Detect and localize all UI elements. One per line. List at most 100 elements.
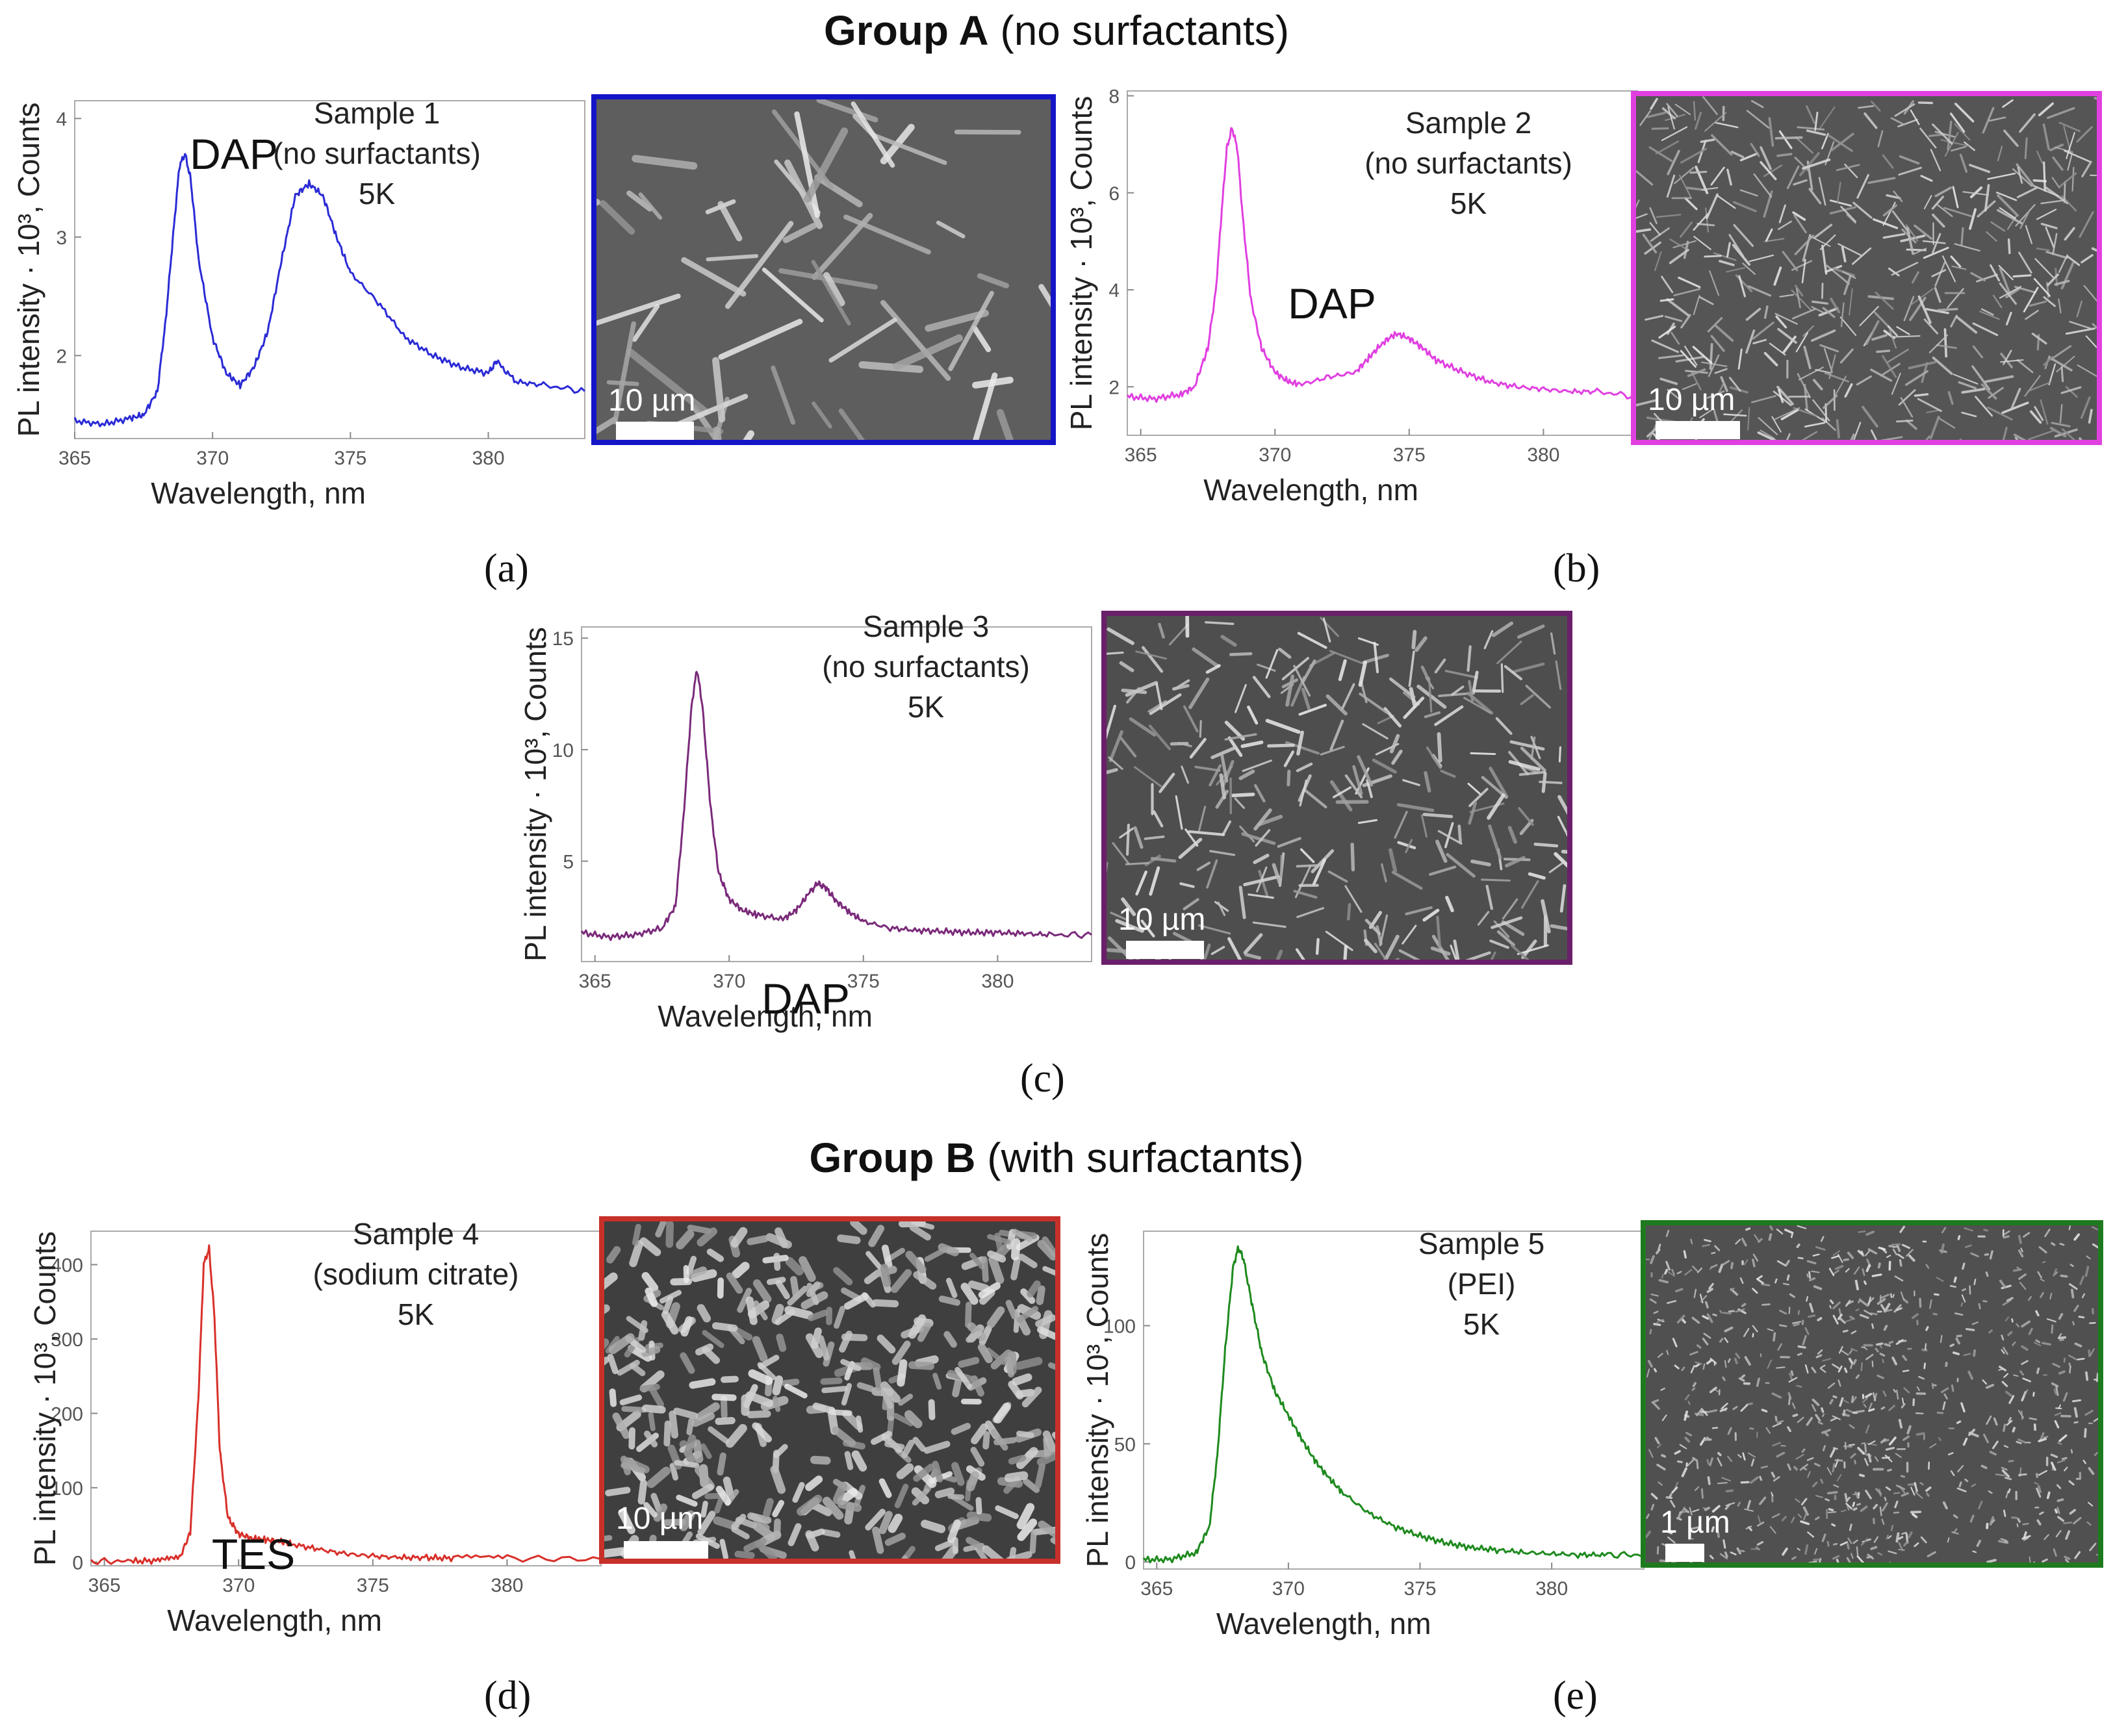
sem-crystal bbox=[1914, 393, 1929, 397]
sem-crystal bbox=[1295, 948, 1305, 960]
sem-crystal bbox=[1845, 1268, 1850, 1273]
sem-crystal bbox=[1496, 641, 1522, 665]
sem-crystal bbox=[1669, 1493, 1672, 1498]
sem-crystal bbox=[755, 1540, 777, 1559]
sem-crystal bbox=[2072, 1399, 2082, 1403]
sem-crystal bbox=[752, 1336, 768, 1362]
sem-crystal bbox=[1669, 238, 1686, 249]
sem-crystal bbox=[1881, 1502, 1888, 1512]
sem-crystal bbox=[1776, 1228, 1784, 1235]
sem-crystal bbox=[1518, 807, 1534, 826]
sem-crystal bbox=[1886, 1255, 1891, 1258]
sem-crystal bbox=[1287, 769, 1291, 787]
sem-crystal bbox=[934, 1487, 955, 1499]
sem-crystal bbox=[1815, 368, 1832, 374]
sem-crystal bbox=[1843, 275, 1852, 296]
sem-image-c: 10 µm bbox=[1101, 611, 1572, 965]
sem-crystal bbox=[811, 260, 851, 326]
x-tick-label: 370 bbox=[1272, 1578, 1305, 1600]
sem-crystal bbox=[1812, 1253, 1820, 1257]
sem-crystal bbox=[1940, 1334, 1943, 1344]
sem-crystal bbox=[1744, 1508, 1754, 1512]
sem-crystal bbox=[901, 1439, 915, 1459]
sem-crystal bbox=[1967, 1370, 1973, 1380]
sem-crystal bbox=[1786, 165, 1800, 190]
sem-crystal bbox=[2063, 1522, 2073, 1524]
sem-crystal bbox=[851, 101, 895, 168]
sem-crystal bbox=[2080, 396, 2091, 419]
sem-crystal bbox=[2036, 209, 2057, 220]
x-axis-label: Wavelength, nm bbox=[658, 999, 873, 1033]
sem-crystal bbox=[1795, 1453, 1804, 1460]
sem-crystal bbox=[1919, 1297, 1922, 1308]
sem-crystal bbox=[2068, 1225, 2071, 1231]
sem-crystal bbox=[1776, 385, 1794, 405]
sem-crystal bbox=[1702, 96, 1718, 115]
sem-crystal bbox=[1959, 153, 1968, 173]
scalebar-a bbox=[616, 422, 694, 440]
sem-crystal bbox=[1206, 859, 1218, 889]
group-a-title-bold: Group A bbox=[824, 7, 989, 54]
sem-crystal bbox=[1405, 906, 1433, 915]
y-tick-label: 4 bbox=[1108, 280, 1120, 301]
sem-crystal bbox=[1992, 294, 2003, 309]
sem-crystal bbox=[1727, 1455, 1733, 1462]
sem-crystal bbox=[1420, 665, 1430, 681]
sem-crystal bbox=[2000, 1538, 2007, 1542]
scalebar-d bbox=[624, 1541, 708, 1559]
sem-crystal bbox=[1724, 1337, 1729, 1344]
sem-crystal bbox=[1670, 1500, 1676, 1508]
sem-crystal bbox=[1322, 617, 1331, 643]
sem-crystal bbox=[925, 309, 990, 332]
sem-crystal bbox=[2057, 1336, 2067, 1340]
sem-crystal bbox=[1778, 130, 1793, 149]
sem-crystal bbox=[1719, 1407, 1728, 1412]
sem-crystal bbox=[1815, 1354, 1823, 1359]
sem-crystal bbox=[880, 1264, 891, 1287]
sem-crystal bbox=[1714, 368, 1728, 374]
sem-crystal bbox=[1710, 166, 1725, 186]
sem-crystal bbox=[1666, 1300, 1677, 1304]
sem-crystal bbox=[1642, 233, 1658, 253]
sem-crystal bbox=[1692, 1509, 1700, 1513]
sem-crystal bbox=[839, 1331, 852, 1353]
sem-crystal bbox=[1784, 1229, 1794, 1234]
sem-crystal bbox=[1813, 1462, 1821, 1467]
sem-crystal bbox=[1874, 1456, 1879, 1462]
sem-crystal bbox=[1989, 1250, 1993, 1260]
sem-crystal bbox=[1380, 863, 1387, 883]
sem-crystal bbox=[1856, 1555, 1865, 1563]
sem-crystal bbox=[1658, 1481, 1663, 1486]
sem-crystal bbox=[1932, 123, 1953, 145]
sem-crystal bbox=[1726, 242, 1731, 258]
sem-crystal bbox=[1541, 899, 1551, 934]
scalebar-e bbox=[1665, 1544, 1704, 1562]
sem-crystal bbox=[1702, 1363, 1706, 1370]
sem-crystal bbox=[1898, 1542, 1904, 1551]
scalebar-label-e: 1 µm bbox=[1660, 1505, 1730, 1540]
sem-crystal bbox=[1893, 190, 1903, 203]
sem-crystal bbox=[1806, 1260, 1817, 1265]
sem-crystal bbox=[1852, 1539, 1858, 1544]
sem-crystal bbox=[604, 1272, 618, 1290]
sem-crystal bbox=[697, 1227, 718, 1247]
sem-crystal bbox=[1656, 1464, 1666, 1471]
sem-crystal bbox=[1940, 1243, 1945, 1254]
sem-crystal bbox=[1661, 275, 1674, 294]
sem-crystal bbox=[1960, 1402, 1966, 1412]
sem-crystal bbox=[1899, 155, 1920, 165]
sem-crystal bbox=[1234, 797, 1246, 810]
sem-crystal bbox=[832, 1426, 856, 1448]
sem-crystal bbox=[1135, 870, 1147, 896]
sem-crystal bbox=[1782, 1283, 1790, 1286]
sem-crystal bbox=[1931, 196, 1944, 210]
sem-crystal bbox=[1979, 311, 2000, 320]
sem-crystal bbox=[977, 1343, 993, 1364]
sem-crystal bbox=[1727, 1358, 1731, 1363]
sem-crystal bbox=[945, 1277, 958, 1298]
sem-crystal bbox=[897, 1394, 914, 1406]
sem-crystal bbox=[888, 1513, 903, 1533]
group-a-title: Group A (no surfactants) bbox=[0, 6, 2113, 55]
sem-crystal bbox=[1222, 820, 1231, 836]
sem-crystal bbox=[1835, 1264, 1844, 1270]
